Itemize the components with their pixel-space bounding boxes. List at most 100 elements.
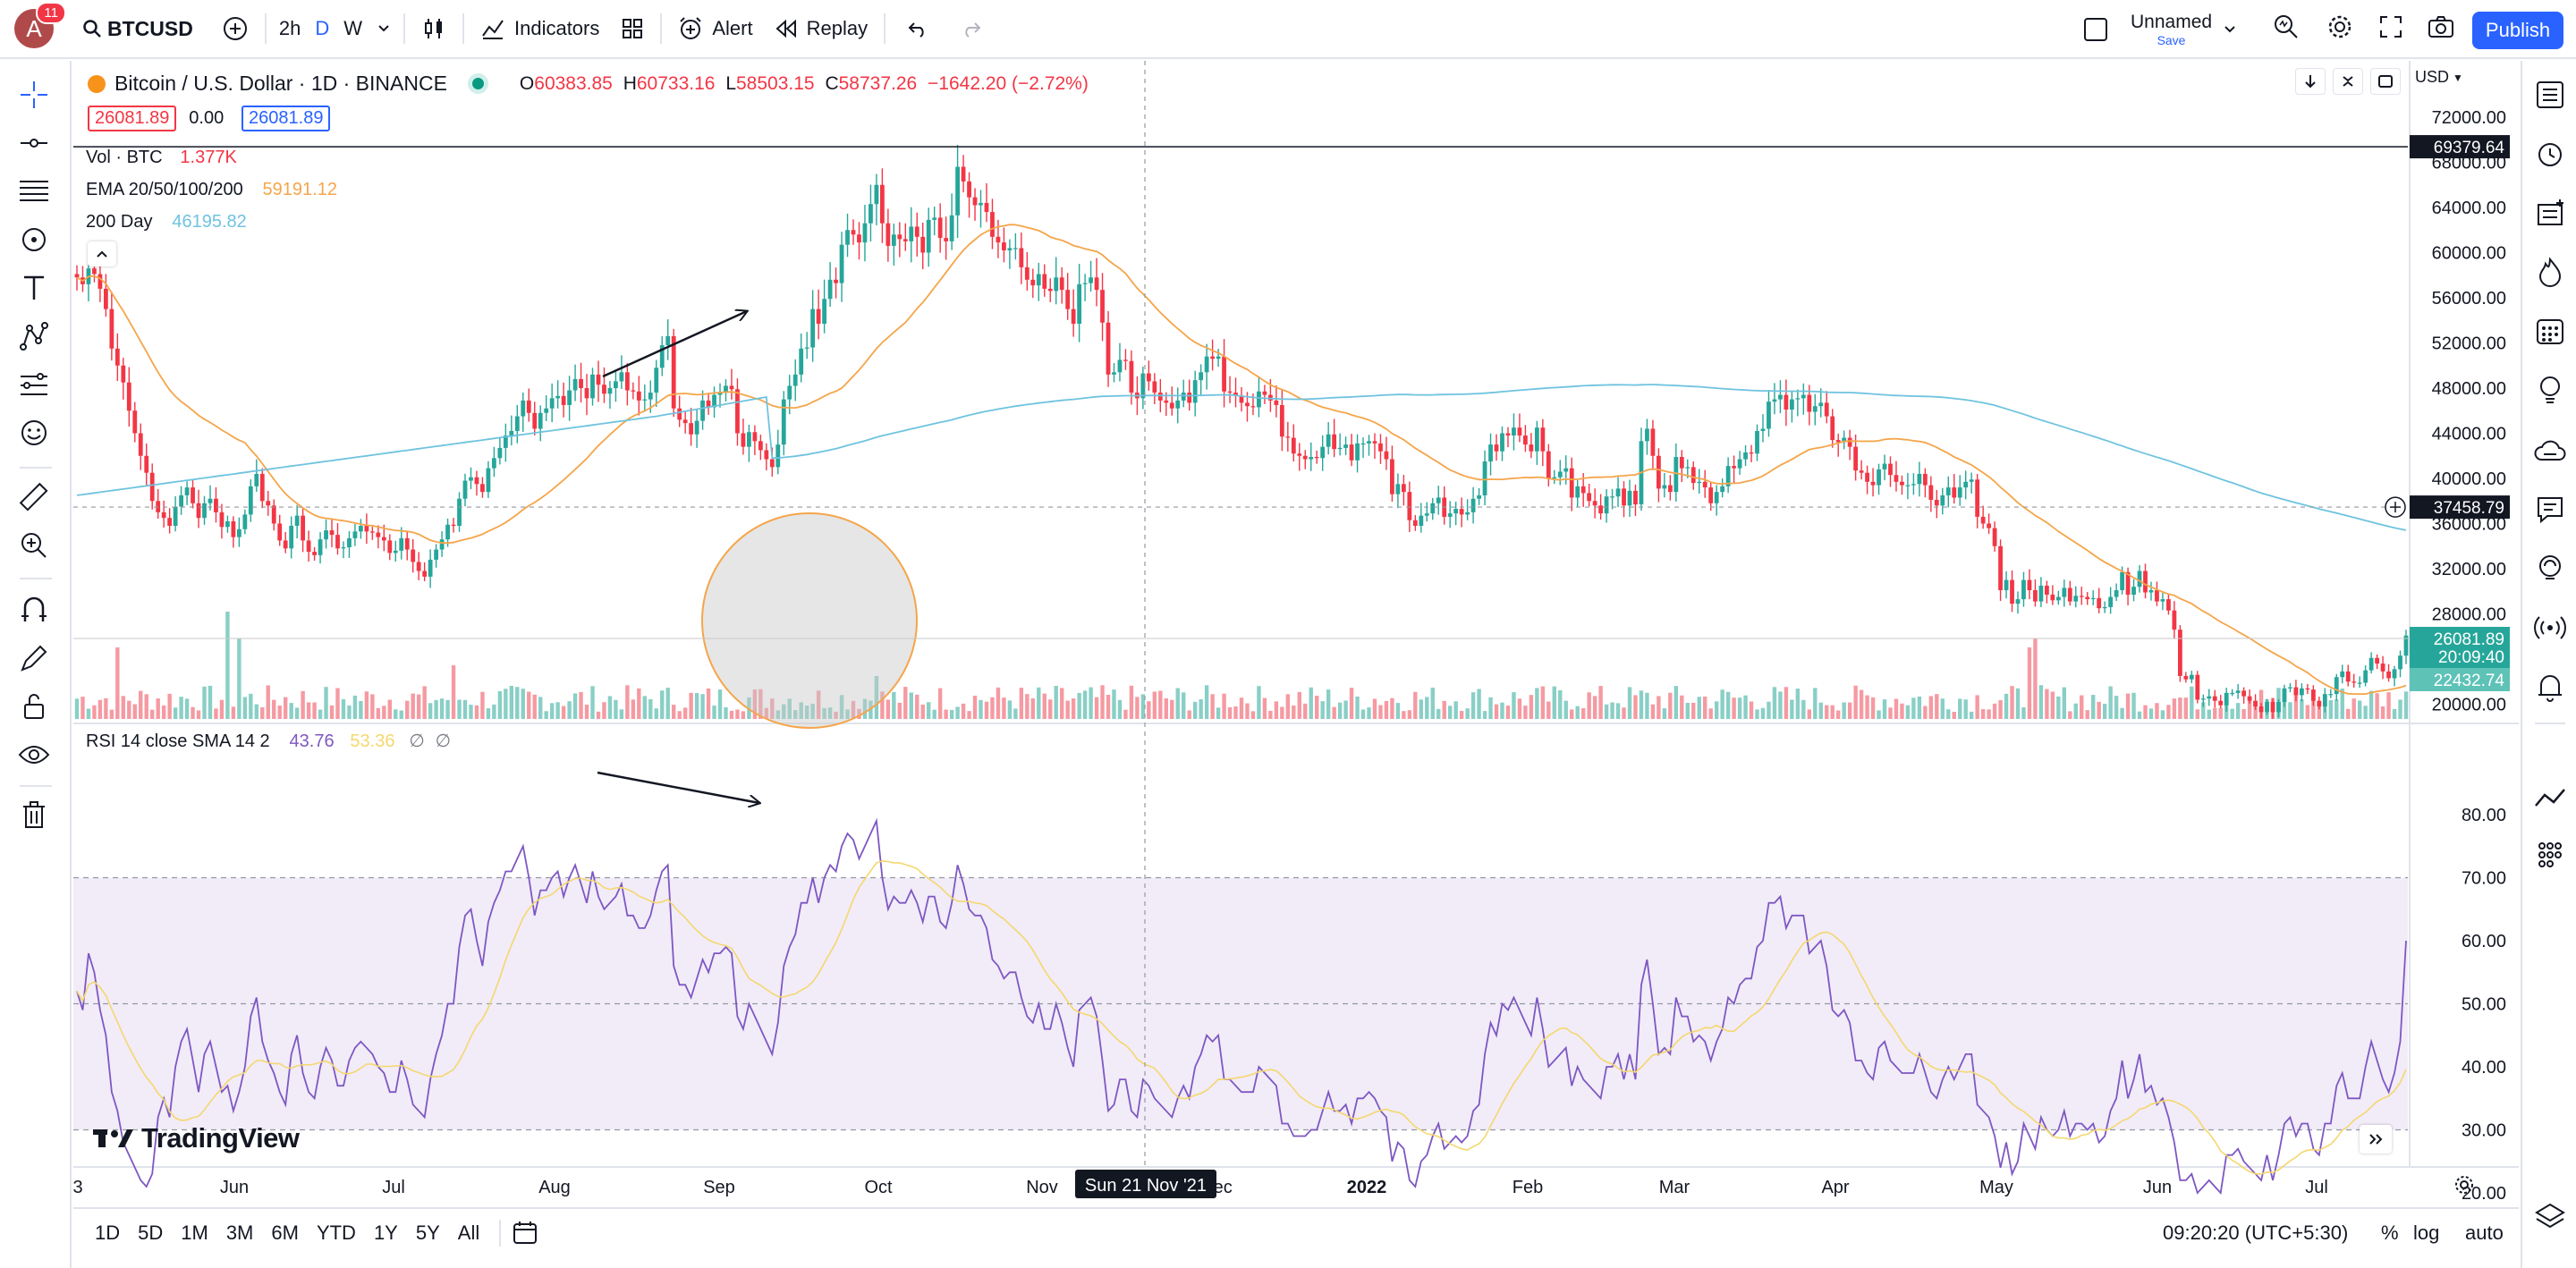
time-tick-label: 3 xyxy=(73,1178,83,1197)
interval-w[interactable]: W xyxy=(343,17,362,39)
snapshot-button[interactable] xyxy=(2427,13,2455,45)
collapse-pane-button[interactable] xyxy=(2333,68,2363,95)
ask-chip[interactable]: 26081.89 xyxy=(242,106,331,131)
range-5d[interactable]: 5D xyxy=(138,1222,164,1244)
notifications-button[interactable] xyxy=(2532,669,2568,705)
volume-bar xyxy=(318,709,323,719)
compare-symbol-button[interactable] xyxy=(211,6,259,51)
templates-button[interactable] xyxy=(610,6,655,51)
interval-2h[interactable]: 2h xyxy=(278,17,301,39)
range-ytd[interactable]: YTD xyxy=(316,1222,356,1244)
publish-button[interactable]: Publish xyxy=(2472,12,2563,49)
candle-body xyxy=(2357,682,2362,684)
volume-bar xyxy=(694,693,699,719)
undo-button[interactable] xyxy=(891,6,945,51)
chart-canvas[interactable]: 72000.0068000.0064000.0060000.0056000.00… xyxy=(72,61,2519,1207)
ema-legend[interactable]: EMA 20/50/100/200 59191.12 xyxy=(86,179,337,200)
percent-toggle[interactable]: % xyxy=(2381,1222,2399,1244)
user-avatar[interactable]: A 11 xyxy=(14,2,66,48)
fullscreen-button[interactable] xyxy=(2377,13,2404,45)
candle-body xyxy=(2067,588,2072,602)
pattern-tool[interactable] xyxy=(16,318,52,354)
tips-button[interactable] xyxy=(2532,551,2568,587)
range-all[interactable]: All xyxy=(457,1222,480,1244)
quick-search-button[interactable] xyxy=(2272,13,2301,46)
measure-tool[interactable] xyxy=(16,479,52,515)
trend-line-tool[interactable] xyxy=(16,125,52,161)
chats-button[interactable] xyxy=(2532,492,2568,528)
range-1m[interactable]: 1M xyxy=(181,1222,208,1244)
candle-body xyxy=(1233,393,1238,396)
forecast-tool[interactable] xyxy=(16,367,52,402)
layout-name-button[interactable]: Unnamed Save xyxy=(2131,13,2212,46)
remove-drawings-tool[interactable] xyxy=(16,798,52,833)
fib-tool[interactable] xyxy=(16,173,52,209)
streams-button[interactable] xyxy=(2532,610,2568,646)
collapse-legend-button[interactable] xyxy=(88,241,116,266)
alerts-panel-button[interactable] xyxy=(2532,136,2568,172)
chevron-down-icon[interactable] xyxy=(2223,24,2237,35)
maximize-pane-button[interactable] xyxy=(2370,68,2401,95)
range-5y[interactable]: 5Y xyxy=(415,1222,440,1244)
hotlists-button[interactable] xyxy=(2532,254,2568,290)
volume-bar xyxy=(1425,697,1429,719)
layers-button[interactable] xyxy=(2532,1198,2568,1234)
dom-button[interactable] xyxy=(2532,837,2568,873)
chart-type-button[interactable] xyxy=(411,6,457,51)
volume-bar xyxy=(2235,703,2241,719)
volume-legend[interactable]: Vol · BTC 1.377K xyxy=(86,147,237,168)
indicators-button[interactable]: Indicators xyxy=(470,6,610,51)
range-1y[interactable]: 1Y xyxy=(373,1222,398,1244)
alert-button[interactable]: Alert xyxy=(667,6,763,51)
object-tree-button[interactable] xyxy=(2532,195,2568,231)
replay-button[interactable]: Replay xyxy=(764,6,878,51)
candle-body xyxy=(2218,700,2224,706)
symbol-title[interactable]: Bitcoin / U.S. Dollar · 1D · BINANCE xyxy=(114,72,447,95)
text-tool[interactable] xyxy=(16,270,52,306)
lock-drawings-tool[interactable] xyxy=(16,689,52,724)
zoom-tool[interactable] xyxy=(16,528,52,563)
patterns-tool[interactable] xyxy=(16,222,52,258)
redo-button[interactable] xyxy=(945,6,998,51)
crosshair-icon xyxy=(21,81,47,108)
auto-toggle[interactable]: auto xyxy=(2465,1222,2504,1244)
move-pane-down-button[interactable] xyxy=(2295,68,2326,95)
volume-bar xyxy=(2056,696,2061,719)
range-1d[interactable]: 1D xyxy=(95,1222,121,1244)
watchlist-button[interactable] xyxy=(2532,77,2568,113)
scroll-to-realtime-button[interactable] xyxy=(2360,1125,2392,1154)
layout-checkbox[interactable] xyxy=(2084,18,2107,41)
volume-bar xyxy=(480,691,485,719)
crosshair-tool[interactable] xyxy=(16,77,52,113)
toolbar-divider xyxy=(462,13,464,44)
settings-button[interactable] xyxy=(2326,13,2354,46)
bid-chip[interactable]: 26081.89 xyxy=(88,106,177,131)
hide-drawings-tool[interactable] xyxy=(16,737,52,773)
time-axis-settings-button[interactable] xyxy=(2453,1173,2476,1201)
candle-body xyxy=(2050,595,2055,601)
candle-body xyxy=(1917,473,1922,485)
interval-dropdown[interactable] xyxy=(369,6,398,51)
stay-in-drawing-tool[interactable] xyxy=(16,640,52,676)
symbol-search-button[interactable]: BTCUSD xyxy=(72,6,204,51)
log-toggle[interactable]: log xyxy=(2413,1222,2440,1244)
magnet-tool[interactable] xyxy=(16,592,52,628)
tradingview-watermark[interactable]: TradingView xyxy=(91,1122,300,1154)
range-3m[interactable]: 3M xyxy=(225,1222,254,1244)
day200-legend[interactable]: 200 Day 46195.82 xyxy=(86,211,247,232)
calendar-button[interactable] xyxy=(2532,313,2568,349)
timezone-button[interactable]: 09:20:20 (UTC+5:30) xyxy=(2163,1222,2349,1244)
go-to-date-button[interactable] xyxy=(512,1220,538,1247)
interval-d[interactable]: D xyxy=(315,17,330,39)
range-6m[interactable]: 6M xyxy=(271,1222,299,1244)
icons-tool[interactable] xyxy=(16,415,52,451)
volume-bar xyxy=(335,688,340,719)
chart-container[interactable]: 72000.00 68000.00 64000.00 60000.00 56000.00… xyxy=(72,61,2519,1212)
cloud-button[interactable] xyxy=(2532,433,2568,469)
candle-body xyxy=(97,274,103,289)
ideas-button[interactable] xyxy=(2532,372,2568,408)
candle-body xyxy=(2340,671,2345,678)
rsi-legend[interactable]: RSI 14 close SMA 14 2 43.76 53.36 ∅ ∅ xyxy=(86,730,451,752)
trading-panel-button[interactable] xyxy=(2532,782,2568,817)
currency-selector[interactable]: USD ▼ xyxy=(2415,68,2463,87)
